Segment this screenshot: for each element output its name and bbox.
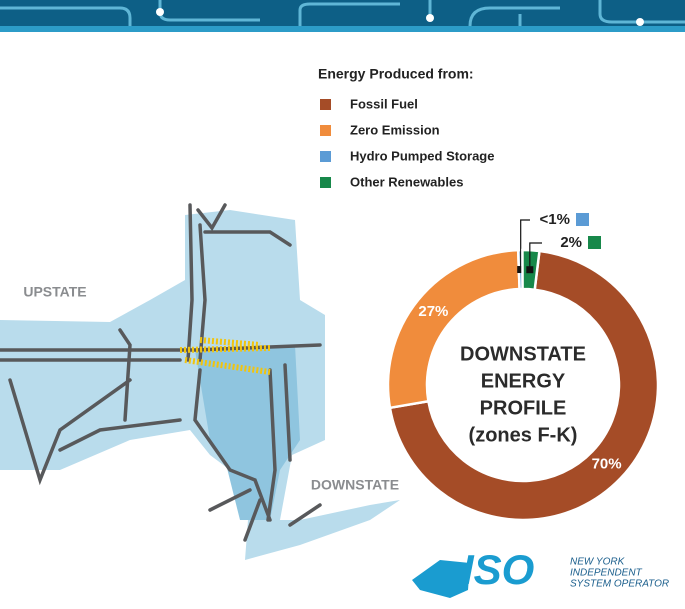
legend-swatch xyxy=(320,177,331,188)
legend-label: Other Renewables xyxy=(350,174,463,189)
leader-line xyxy=(520,219,530,270)
upstate-label: UPSTATE xyxy=(23,284,86,300)
legend-label: Hydro Pumped Storage xyxy=(350,148,494,163)
value-label: 70% xyxy=(592,456,622,473)
logo-line: NEW YORK xyxy=(570,557,626,568)
legend-swatch xyxy=(320,99,331,110)
value-swatch xyxy=(588,236,601,249)
map: UPSTATE DOWNSTATE xyxy=(0,203,400,560)
logo-mark: ISO xyxy=(462,546,534,593)
logo-line: INDEPENDENT xyxy=(570,568,643,579)
downstate-label: DOWNSTATE xyxy=(311,477,399,493)
legend-swatch xyxy=(320,125,331,136)
value-swatch xyxy=(576,213,589,226)
logo-line: SYSTEM OPERATOR xyxy=(570,579,669,590)
donut-slice xyxy=(388,249,660,522)
legend-label: Zero Emission xyxy=(350,122,440,137)
legend-label: Fossil Fuel xyxy=(350,96,418,111)
value-label: <1% xyxy=(540,211,570,228)
center-label: DOWNSTATE xyxy=(460,343,586,365)
leader-line xyxy=(529,242,542,270)
value-label: 27% xyxy=(418,303,448,320)
value-label: 2% xyxy=(560,234,582,251)
center-label: (zones F-K) xyxy=(469,424,578,446)
center-label: PROFILE xyxy=(480,397,567,419)
legend-title: Energy Produced from: xyxy=(318,66,474,82)
legend-swatch xyxy=(320,151,331,162)
logo: ISO NEW YORK INDEPENDENT SYSTEM OPERATOR xyxy=(412,546,669,598)
banner xyxy=(0,0,685,32)
center-label: ENERGY xyxy=(481,370,566,392)
